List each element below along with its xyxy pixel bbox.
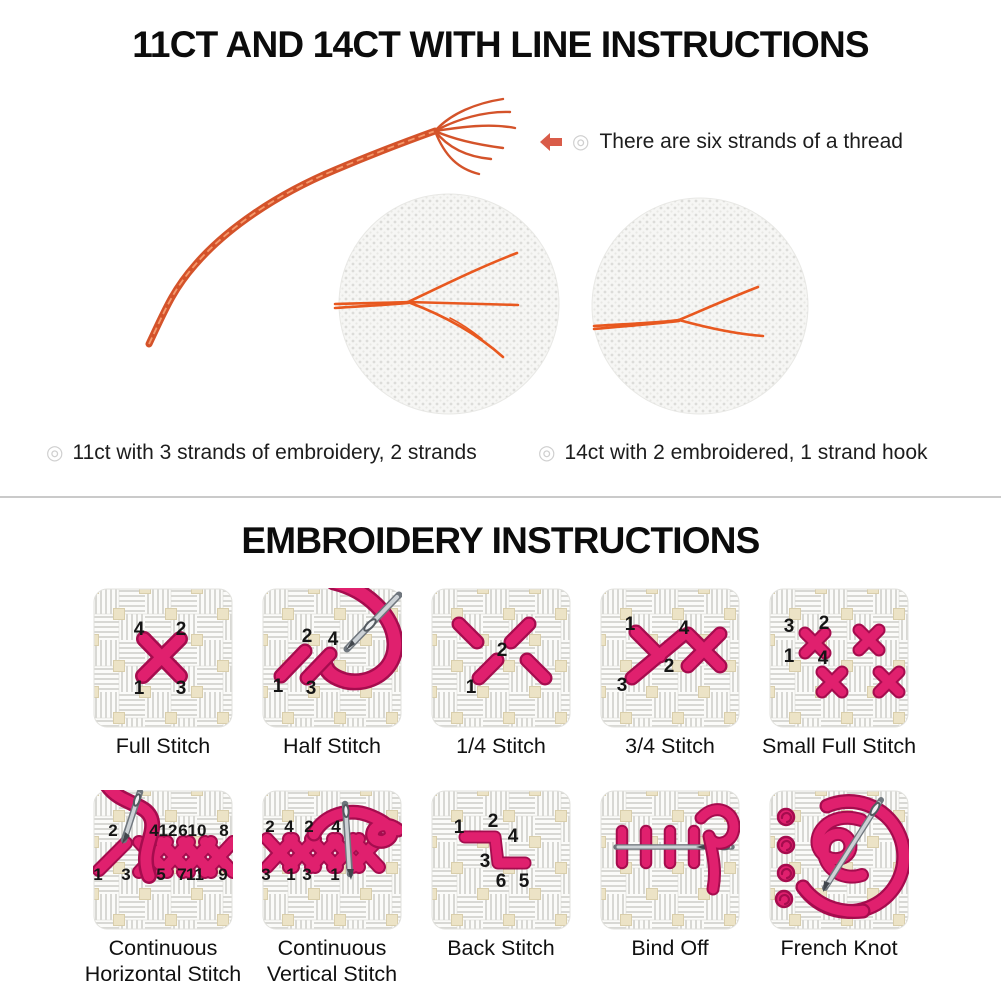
stitch-mark: 6 xyxy=(178,821,187,840)
stitch-tile-label: Half Stitch xyxy=(283,734,381,758)
stitch-mark: 2 xyxy=(108,821,117,840)
stitch-mark: 2 xyxy=(265,817,274,836)
stitch-tile-label: Full Stitch xyxy=(115,734,211,758)
caption-11ct: ◎ 11ct with 3 strands of embroidery, 2 s… xyxy=(46,441,477,465)
stitch-mark: 9 xyxy=(218,865,227,884)
stitch-tile-continuous-vertical-stitch: 2 4 2 4 3 1 3 1 Continuous Vertical Stit… xyxy=(248,790,416,987)
stitch-mark: 4 xyxy=(331,817,341,836)
quarter-stitch-diagram: 2 1 xyxy=(431,588,571,728)
arrow-left-icon xyxy=(540,133,562,151)
stitch-tile-label: French Knot xyxy=(780,936,898,960)
stitch-mark: 12 xyxy=(159,821,178,840)
stitch-mark: 2 xyxy=(302,626,313,647)
continuous-horizontal-stitch-diagram: 2 4 12 6 10 8 1 3 5 7 11 9 xyxy=(93,790,233,930)
stitch-tile-bind-off: Bind Off xyxy=(586,790,754,961)
needle-eye xyxy=(342,804,350,818)
floss-thread-illustration xyxy=(145,97,517,348)
stitch-mark: 2 xyxy=(497,640,508,661)
thread-annotation: ◎ There are six strands of a thread xyxy=(540,130,903,154)
caption-14ct: ◎ 14ct with 2 embroidered, 1 strand hook xyxy=(538,441,928,465)
french-knot-dots xyxy=(774,807,796,909)
stitch-mark: 2 xyxy=(304,817,313,836)
bullet-icon: ◎ xyxy=(538,442,556,464)
needle-eye xyxy=(869,801,881,817)
needle-eye xyxy=(132,793,142,807)
stitch-mark: 3 xyxy=(121,865,130,884)
stitch-mark: 5 xyxy=(519,871,530,892)
caption-11ct-text: 11ct with 3 strands of embroidery, 2 str… xyxy=(72,441,477,464)
stitch-tile-full-stitch: 4 2 1 3 Full Stitch xyxy=(79,588,247,759)
stitch-mark: 7 xyxy=(177,865,186,884)
fabric-swatches xyxy=(333,193,809,415)
stitch-tile-label: Bind Off xyxy=(631,936,709,960)
stitch-tile-three-quarter-stitch: 1 4 2 3 3/4 Stitch xyxy=(586,588,754,759)
stitch-mark: 8 xyxy=(219,821,228,840)
bullet-icon: ◎ xyxy=(46,442,64,464)
stitch-tile-label: Continuous xyxy=(108,936,218,960)
stitch-mark: 3 xyxy=(784,616,795,637)
stitch-mark: 4 xyxy=(328,629,339,650)
stitch-mark: 3 xyxy=(617,675,628,696)
stitch-tile-label: Continuous xyxy=(277,936,387,960)
stitch-tile-label2: Vertical Stitch xyxy=(266,962,398,986)
stitch-mark: 1 xyxy=(93,865,102,884)
stitch-mark: 1 xyxy=(330,865,339,884)
three-quarter-stitch-diagram: 1 4 2 3 xyxy=(600,588,740,728)
stitch-mark: 4 xyxy=(679,618,690,639)
stitch-mark: 6 xyxy=(496,871,507,892)
stitch-mark: 1 xyxy=(625,614,636,635)
stitch-mark: 2 xyxy=(488,811,499,832)
stitch-mark: 4 xyxy=(818,648,829,669)
bullet-icon: ◎ xyxy=(572,131,590,153)
stitch-mark: 1 xyxy=(784,646,795,667)
stitch-mark: 3 xyxy=(302,865,311,884)
stitch-mark: 1 xyxy=(454,817,465,838)
stitch-tile-label: 1/4 Stitch xyxy=(456,734,546,758)
needle-eye xyxy=(363,618,377,632)
stitch-mark: 10 xyxy=(188,821,207,840)
stitch-tile-label: Back Stitch xyxy=(447,936,555,960)
stitch-mark: 1 xyxy=(134,678,145,699)
french-knot-diagram xyxy=(769,790,909,930)
stitch-mark: 4 xyxy=(508,826,519,847)
stitch-mark: 3 xyxy=(262,865,271,884)
stitch-mark: 11 xyxy=(186,865,204,884)
half-stitch-diagram: 2 4 1 3 xyxy=(262,588,402,728)
stitch-tile-quarter-stitch: 2 1 1/4 Stitch xyxy=(417,588,585,759)
continuous-vertical-stitch-diagram: 2 4 2 4 3 1 3 1 xyxy=(262,790,402,930)
stitch-mark: 5 xyxy=(156,865,165,884)
small-full-stitch-diagram: 3 2 1 4 xyxy=(769,588,909,728)
stitch-mark: 1 xyxy=(273,676,284,697)
back-stitch-diagram: 1 2 4 3 6 5 xyxy=(431,790,571,930)
stitch-mark: 3 xyxy=(176,678,187,699)
stitch-mark: 3 xyxy=(480,851,491,872)
swatch-14ct xyxy=(591,197,809,415)
stitch-tile-label2: Horizontal Stitch xyxy=(84,962,242,986)
section2-title: EMBROIDERY INSTRUCTIONS xyxy=(241,520,760,561)
bind-off-diagram xyxy=(600,790,740,930)
stitch-tile-continuous-horizontal-stitch: 2 4 12 6 10 8 1 3 5 7 11 9 Continuous Ho… xyxy=(79,790,247,987)
section1-title: 11CT AND 14CT WITH LINE INSTRUCTIONS xyxy=(132,24,869,65)
stitch-mark: 2 xyxy=(664,656,675,677)
stitch-mark: 2 xyxy=(819,613,830,634)
stitch-mark: 4 xyxy=(134,619,145,640)
full-stitch-diagram: 4 2 1 3 xyxy=(93,588,233,728)
stitch-tile-small-full-stitch: 3 2 1 4 Small Full Stitch xyxy=(755,588,923,759)
caption-14ct-text: 14ct with 2 embroidered, 1 strand hook xyxy=(564,441,928,464)
stitch-mark: 4 xyxy=(149,821,159,840)
section-divider xyxy=(0,496,1001,498)
stitch-tile-french-knot: French Knot xyxy=(755,790,923,961)
stitch-mark: 1 xyxy=(466,677,477,698)
annotation-text: There are six strands of a thread xyxy=(599,130,903,153)
stitch-mark: 2 xyxy=(176,619,187,640)
stitch-mark: 3 xyxy=(306,678,317,699)
stitch-mark: 4 xyxy=(284,817,294,836)
stitch-tile-label: Small Full Stitch xyxy=(761,734,917,758)
stitch-tile-back-stitch: 1 2 4 3 6 5 Back Stitch xyxy=(417,790,585,961)
stitch-mark: 1 xyxy=(286,865,295,884)
stitch-tile-label: 3/4 Stitch xyxy=(625,734,715,758)
stitch-tile-half-stitch: 2 4 1 3 Half Stitch xyxy=(248,588,416,759)
